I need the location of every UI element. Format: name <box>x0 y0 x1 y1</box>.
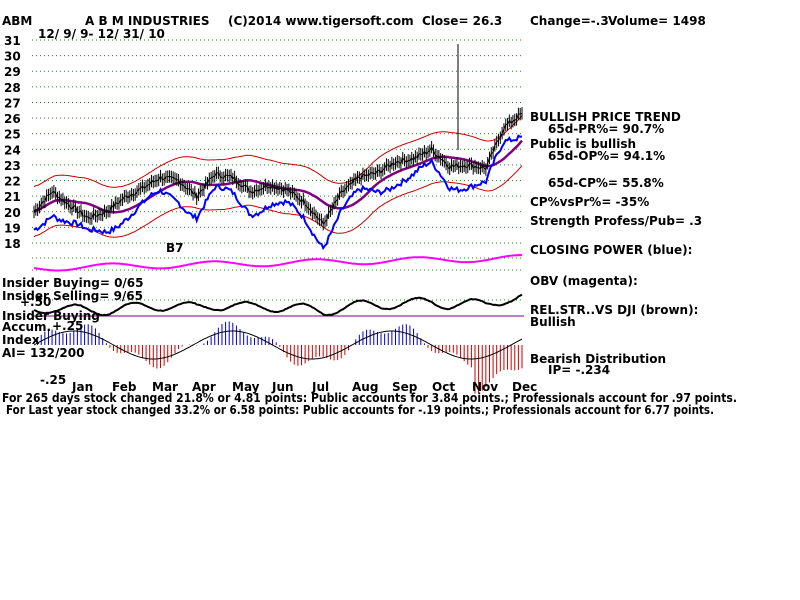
bullish-label: Bullish <box>530 315 576 329</box>
footer-line-2: For Last year stock changed 33.2% or 6.5… <box>6 403 714 417</box>
month-label: Jun <box>271 380 294 394</box>
accum-plus25: +.25 <box>52 319 83 333</box>
closing-power-line <box>33 134 523 251</box>
change-value: Change=-.3 <box>530 14 609 28</box>
footer-line-1: For 265 days stock changed 21.8% or 4.81… <box>2 391 737 405</box>
y-tick-label: 20 <box>4 206 21 220</box>
pr-value: 65d-PR%= 90.7% <box>548 122 664 136</box>
bullish-trend-label: BULLISH PRICE TREND <box>530 110 681 124</box>
month-label: Nov <box>472 380 498 394</box>
month-label: Aug <box>352 380 378 394</box>
month-label: Mar <box>152 380 178 394</box>
month-label: May <box>232 380 260 394</box>
month-label: Dec <box>512 380 537 394</box>
date-range: 12/ 9/ 9- 12/ 31/ 10 <box>38 27 165 41</box>
relstr-line <box>33 293 523 317</box>
y-tick-label: 18 <box>4 237 21 251</box>
accum-plus50: +.50 <box>20 295 51 309</box>
insider-buying-label-2: Insider Buying <box>2 309 100 323</box>
index-label: Index <box>2 333 40 347</box>
month-label: Jan <box>71 380 93 394</box>
y-tick-label: 22 <box>4 175 21 189</box>
y-tick-label: 21 <box>4 190 21 204</box>
accum-avg-line <box>33 330 523 360</box>
op-value: 65d-OP%= 94.1% <box>548 149 665 163</box>
bearish-distribution-label: Bearish Distribution <box>530 352 666 366</box>
price-line <box>33 112 523 226</box>
relstr-label: REL.STR..VS DJI (brown): <box>530 303 698 317</box>
y-tick-label: 26 <box>4 112 21 126</box>
ai-value: AI= 132/200 <box>2 346 84 360</box>
price-grid <box>32 39 524 317</box>
y-tick-label: 29 <box>4 65 21 79</box>
y-tick-label: 19 <box>4 221 21 235</box>
volume-value: Volume= 1498 <box>608 14 706 28</box>
accum-minus25: -.25 <box>40 373 66 387</box>
copyright: (C)2014 www.tigersoft.com <box>228 14 414 28</box>
cpvspr-value: CP%vsPr%= -35% <box>530 195 649 209</box>
obv-label: OBV (magenta): <box>530 274 638 288</box>
y-tick-label: 23 <box>4 159 21 173</box>
ip-value: IP= -.234 <box>548 363 610 377</box>
insider-selling-label: Insider Selling= 9/65 <box>2 289 143 303</box>
accumulation-bars <box>33 321 523 394</box>
indicator-lines <box>33 44 523 317</box>
y-tick-label: 27 <box>4 96 21 110</box>
strength-value: Strength Profess/Pub= .3 <box>530 214 702 228</box>
b7-signal: B7 <box>166 241 184 255</box>
obv-line <box>33 254 522 272</box>
moving-average <box>33 139 523 214</box>
closing-power-label: CLOSING POWER (blue): <box>530 243 692 257</box>
month-label: Oct <box>432 380 455 394</box>
month-label: Apr <box>192 380 216 394</box>
y-tick-label: 28 <box>4 81 21 95</box>
month-label: Sep <box>392 380 418 394</box>
y-tick-label: 30 <box>4 50 21 64</box>
y-tick-label: 31 <box>4 34 21 48</box>
public-bullish-label: Public is bullish <box>530 137 636 151</box>
upper-band <box>33 115 523 188</box>
company-name: A B M INDUSTRIES <box>85 14 210 28</box>
month-label: Jul <box>311 380 329 394</box>
cp-value: 65d-CP%= 55.8% <box>548 176 664 190</box>
symbol: ABM <box>2 14 32 28</box>
month-label: Feb <box>112 380 137 394</box>
month-labels: Jan Feb Mar Apr May Jun Jul Aug Sep Oct Nov Dec <box>71 380 537 394</box>
y-tick-label: 24 <box>4 143 21 157</box>
insider-buying-label: Insider Buying= 0/65 <box>2 276 144 290</box>
accum-index-label: Accum. <box>2 320 51 334</box>
y-tick-label: 25 <box>4 128 21 142</box>
lower-band <box>33 165 523 238</box>
close-value: Close= 26.3 <box>422 14 502 28</box>
